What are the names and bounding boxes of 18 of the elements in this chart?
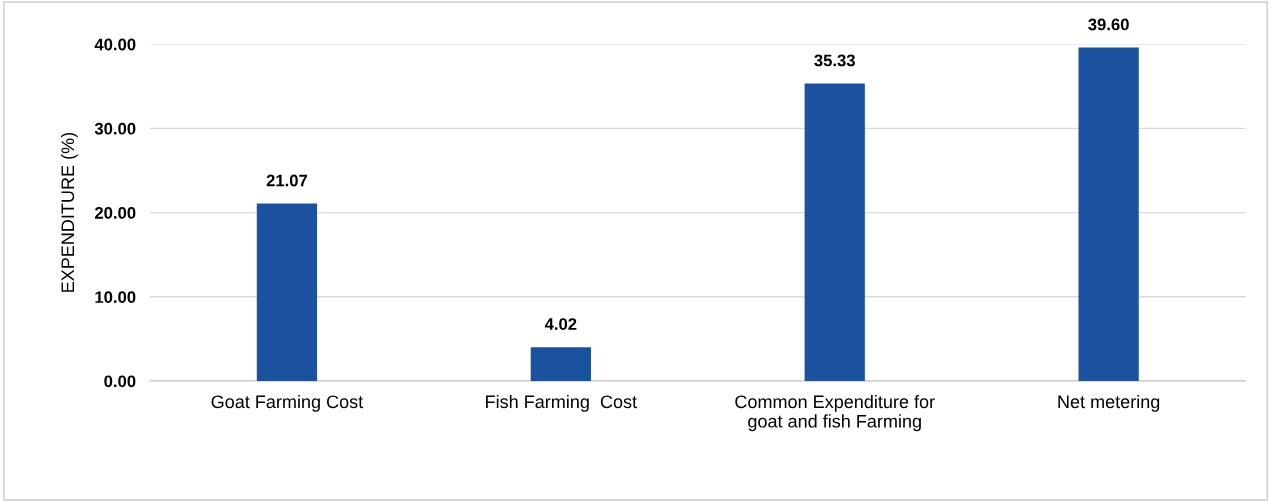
y-axis-title: EXPENDITURE (%) (60, 132, 78, 292)
bar (530, 347, 591, 382)
x-tick-label: Net metering (1058, 394, 1160, 412)
data-label: 35.33 (814, 54, 855, 67)
y-tick-label: 40.00 (94, 38, 136, 51)
y-tick-label: 0.00 (104, 375, 136, 388)
x-tick-label: Goat Farming Cost (211, 394, 364, 412)
bar (256, 203, 318, 382)
data-label: 21.07 (266, 174, 308, 187)
x-tick-label: Common Expenditure for goat and fish Farming (735, 394, 935, 432)
y-tick-label: 20.00 (94, 207, 136, 219)
data-label: 4.02 (544, 318, 577, 330)
bar (804, 83, 865, 382)
x-tick-label: Fish Farming Cost (486, 394, 637, 412)
bar (1078, 47, 1139, 382)
y-tick-label: 30.00 (94, 122, 136, 135)
y-tick-label: 10.00 (95, 291, 136, 304)
data-label: 39.60 (1088, 18, 1129, 31)
